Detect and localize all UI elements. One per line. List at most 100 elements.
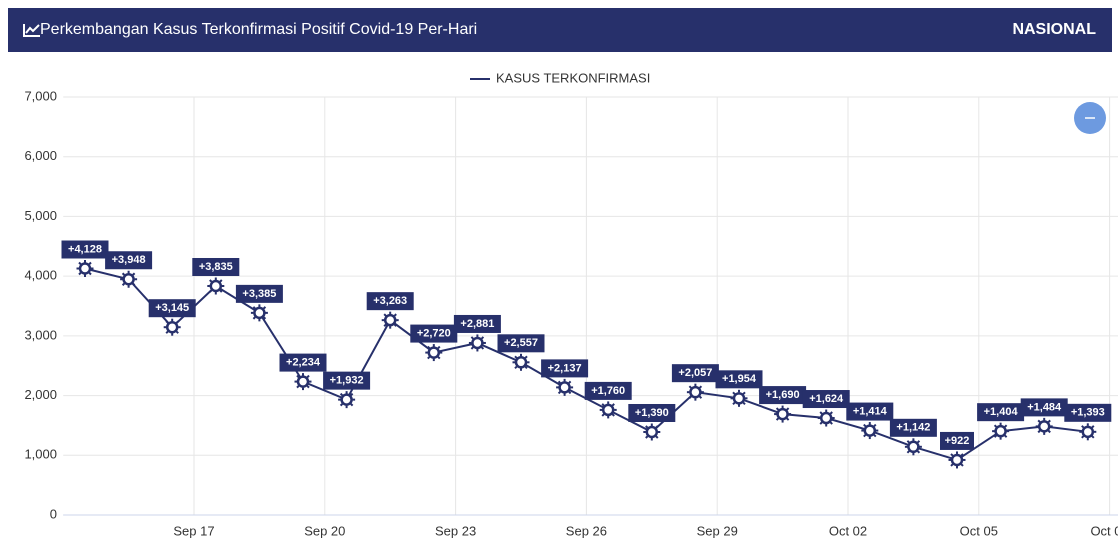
marker-body xyxy=(165,320,179,334)
title: Perkembangan Kasus Terkonfirmasi Positif… xyxy=(40,21,478,38)
data-label: +1,690 xyxy=(766,389,800,401)
marker-spike xyxy=(568,390,572,395)
marker-spike xyxy=(470,346,474,350)
marker-spike xyxy=(829,421,833,425)
marker-spike xyxy=(121,282,126,286)
marker-spike xyxy=(514,355,518,359)
marker-spike xyxy=(1047,429,1051,434)
label-box xyxy=(977,403,1025,422)
marker-spike xyxy=(557,380,562,384)
marker-spike xyxy=(306,385,310,389)
marker-body xyxy=(253,306,266,320)
marker-body xyxy=(427,346,441,359)
marker-spike xyxy=(873,423,877,428)
marker-spike xyxy=(742,401,746,406)
marker-body xyxy=(296,375,310,388)
y-tick-label: 5,000 xyxy=(24,208,57,223)
virus-marker xyxy=(948,451,966,469)
marker-spike xyxy=(601,413,605,417)
data-label: +1,484 xyxy=(1027,401,1062,413)
marker-spike xyxy=(916,450,921,454)
marker-spike xyxy=(873,434,877,438)
marker-spike xyxy=(262,316,267,320)
data-label: +922 xyxy=(945,435,970,447)
data-label: +3,948 xyxy=(112,254,146,266)
virus-marker xyxy=(861,422,879,440)
marker-spike xyxy=(437,345,441,350)
label-box xyxy=(715,370,763,389)
marker-spike xyxy=(786,417,790,421)
marker-spike xyxy=(88,261,92,265)
data-label: +1,954 xyxy=(722,373,757,385)
marker-body xyxy=(340,393,353,406)
data-label: +2,234 xyxy=(286,357,321,369)
zoom-button[interactable] xyxy=(1074,102,1106,134)
virus-marker xyxy=(338,391,356,409)
marker-body xyxy=(209,279,223,293)
virus-marker xyxy=(1035,417,1053,435)
marker-spike xyxy=(175,320,179,324)
marker-spike xyxy=(568,380,572,384)
marker-spike xyxy=(950,453,954,457)
marker-spike xyxy=(601,403,605,407)
virus-marker xyxy=(992,422,1010,440)
marker-body xyxy=(558,381,571,394)
label-box xyxy=(1064,403,1112,422)
label-box xyxy=(323,371,371,390)
marker-spike xyxy=(960,463,964,467)
marker-spike xyxy=(78,261,82,265)
marker-spike xyxy=(655,435,659,439)
marker-spike xyxy=(732,391,736,395)
marker-body xyxy=(471,336,484,350)
data-label: +2,881 xyxy=(460,318,494,330)
marker-spike xyxy=(557,390,562,395)
x-tick-label: Sep 26 xyxy=(566,523,607,538)
marker-body xyxy=(819,411,833,425)
label-box xyxy=(61,240,109,259)
y-tick-label: 2,000 xyxy=(24,387,57,402)
marker-spike xyxy=(514,365,518,370)
label-box xyxy=(846,402,894,421)
label-box xyxy=(105,251,153,270)
marker-spike xyxy=(383,313,387,317)
x-tick-label: Sep 29 xyxy=(697,523,738,538)
y-tick-label: 4,000 xyxy=(24,268,57,283)
marker-spike xyxy=(993,434,998,438)
data-label: +2,137 xyxy=(548,362,582,374)
marker-spike xyxy=(960,453,964,457)
marker-spike xyxy=(219,279,223,283)
label-box xyxy=(628,403,676,422)
virus-marker xyxy=(512,353,530,371)
marker-spike xyxy=(393,323,397,327)
x-tick-label: Oct 08 xyxy=(1090,523,1118,538)
marker-body xyxy=(514,356,528,369)
marker-spike xyxy=(219,289,223,293)
data-label: +2,557 xyxy=(504,337,538,349)
marker-spike xyxy=(165,320,169,324)
virus-marker xyxy=(294,373,312,391)
data-label: +1,393 xyxy=(1071,407,1105,419)
y-tick-label: 7,000 xyxy=(24,88,57,103)
marker-spike xyxy=(655,425,659,429)
marker-body xyxy=(1081,425,1095,439)
marker-spike xyxy=(645,425,649,429)
marker-spike xyxy=(437,356,441,360)
marker-spike xyxy=(296,374,300,379)
data-label: +1,760 xyxy=(591,385,625,397)
marker-spike xyxy=(296,385,300,389)
virus-marker xyxy=(556,378,574,396)
marker-spike xyxy=(645,435,649,439)
virus-marker xyxy=(425,344,443,362)
marker-spike xyxy=(916,440,921,444)
marker-spike xyxy=(252,306,256,310)
data-label: +2,720 xyxy=(417,327,451,339)
virus-marker xyxy=(599,401,617,419)
marker-body xyxy=(645,425,659,439)
data-label: +1,390 xyxy=(635,407,669,419)
marker-spike xyxy=(819,411,823,415)
x-tick-label: Oct 02 xyxy=(829,523,867,538)
marker-spike xyxy=(611,403,615,407)
marker-spike xyxy=(78,272,82,276)
